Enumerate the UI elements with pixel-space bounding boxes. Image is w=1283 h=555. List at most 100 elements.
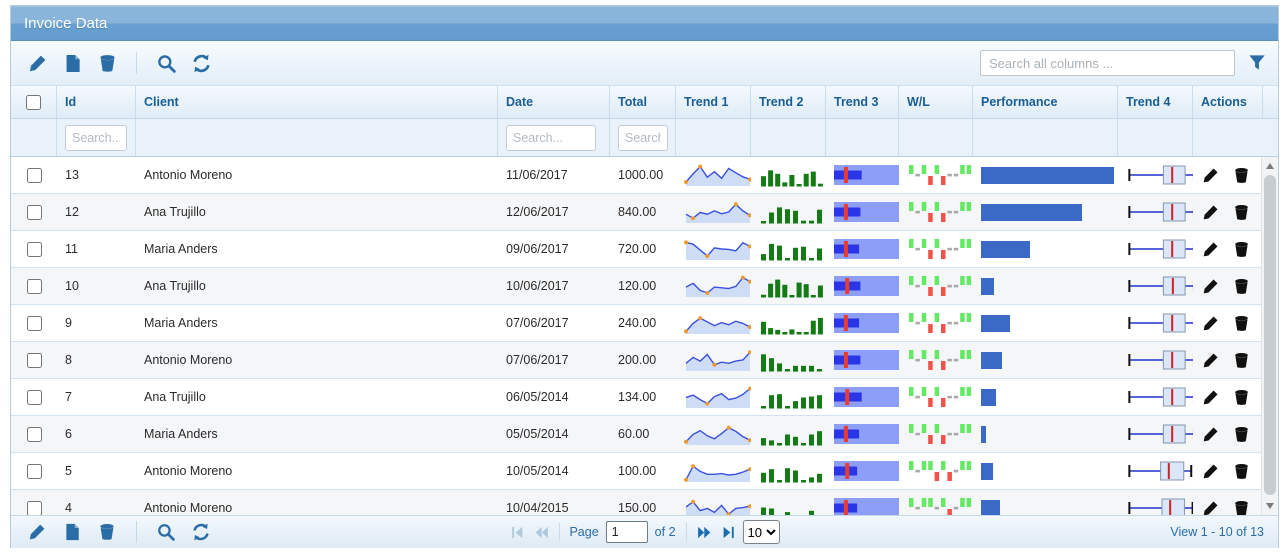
row-checkbox[interactable] xyxy=(26,352,42,368)
scroll-down-button[interactable] xyxy=(1262,498,1278,514)
delete-button[interactable] xyxy=(97,522,117,542)
header-trend2[interactable]: Trend 2 xyxy=(751,86,826,118)
trash-icon xyxy=(1233,426,1250,443)
next-page-button[interactable] xyxy=(697,525,712,540)
refresh-button[interactable] xyxy=(191,53,211,73)
title-bar: Invoice Data xyxy=(11,6,1278,41)
header-trend3[interactable]: Trend 3 xyxy=(826,86,899,118)
row-edit-button[interactable] xyxy=(1201,203,1219,221)
row-checkbox[interactable] xyxy=(26,167,42,183)
pager-nav-right xyxy=(697,525,736,540)
row-edit-button[interactable] xyxy=(1201,314,1219,332)
header-trend1[interactable]: Trend 1 xyxy=(676,86,751,118)
trend1-line-sparkline xyxy=(676,231,751,267)
trend4-boxplot xyxy=(1118,268,1193,304)
header-total[interactable]: Total xyxy=(610,86,676,118)
edit-button[interactable] xyxy=(27,522,47,542)
row-delete-button[interactable] xyxy=(1232,351,1250,369)
select-all-checkbox[interactable] xyxy=(26,94,41,110)
refresh-button[interactable] xyxy=(191,522,211,542)
row-checkbox[interactable] xyxy=(26,426,42,442)
last-page-button[interactable] xyxy=(721,525,736,540)
header-date[interactable]: Date xyxy=(498,86,610,118)
funnel-icon[interactable] xyxy=(1248,54,1266,72)
add-button[interactable] xyxy=(62,522,82,542)
trend1-line-sparkline xyxy=(676,342,751,378)
row-delete-button[interactable] xyxy=(1232,166,1250,184)
row-edit-button[interactable] xyxy=(1201,462,1219,480)
table-row[interactable]: 13 Antonio Moreno 11/06/2017 1000.00 xyxy=(11,157,1262,194)
total-cell: 100.00 xyxy=(618,464,657,478)
client-cell: Antonio Moreno xyxy=(144,464,233,478)
edit-button[interactable] xyxy=(27,53,47,73)
performance-bar xyxy=(981,425,987,443)
row-delete-button[interactable] xyxy=(1232,425,1250,443)
row-checkbox[interactable] xyxy=(26,500,42,515)
total-search-input[interactable] xyxy=(618,124,668,151)
table-row[interactable]: 7 Ana Trujillo 06/05/2014 134.00 xyxy=(11,379,1262,416)
find-button[interactable] xyxy=(156,53,176,73)
row-delete-button[interactable] xyxy=(1232,462,1250,480)
date-cell: 05/05/2014 xyxy=(506,427,569,441)
add-button[interactable] xyxy=(62,53,82,73)
trend2-bar-sparkline xyxy=(751,453,826,489)
page-size-select[interactable]: 10 xyxy=(742,520,780,544)
date-cell: 12/06/2017 xyxy=(506,205,569,219)
table-row[interactable]: 12 Ana Trujillo 12/06/2017 840.00 xyxy=(11,194,1262,231)
header-trend4[interactable]: Trend 4 xyxy=(1118,86,1193,118)
row-delete-button[interactable] xyxy=(1232,203,1250,221)
row-edit-button[interactable] xyxy=(1201,425,1219,443)
row-delete-button[interactable] xyxy=(1232,277,1250,295)
row-checkbox[interactable] xyxy=(26,389,42,405)
pencil-icon xyxy=(1202,315,1219,332)
row-delete-button[interactable] xyxy=(1232,240,1250,258)
header-wl[interactable]: W/L xyxy=(899,86,973,118)
table-row[interactable]: 6 Maria Anders 05/05/2014 60.00 xyxy=(11,416,1262,453)
row-edit-button[interactable] xyxy=(1201,240,1219,258)
row-edit-button[interactable] xyxy=(1201,388,1219,406)
refresh-icon xyxy=(192,54,211,73)
performance-bar-cell xyxy=(973,342,1118,378)
delete-button[interactable] xyxy=(97,53,117,73)
row-checkbox[interactable] xyxy=(26,241,42,257)
row-checkbox[interactable] xyxy=(26,278,42,294)
header-select-all xyxy=(11,86,57,118)
row-delete-button[interactable] xyxy=(1232,314,1250,332)
find-button[interactable] xyxy=(156,522,176,542)
trend4-boxplot xyxy=(1118,453,1193,489)
page-number-input[interactable] xyxy=(605,521,648,543)
trash-icon xyxy=(98,54,117,73)
header-id[interactable]: Id xyxy=(57,86,136,118)
id-cell: 8 xyxy=(65,353,72,367)
scroll-up-button[interactable] xyxy=(1262,158,1278,174)
row-edit-button[interactable] xyxy=(1201,166,1219,184)
row-checkbox[interactable] xyxy=(26,315,42,331)
table-row[interactable]: 9 Maria Anders 07/06/2017 240.00 xyxy=(11,305,1262,342)
prev-page-button xyxy=(533,525,548,540)
vertical-scrollbar[interactable] xyxy=(1261,157,1278,515)
row-checkbox[interactable] xyxy=(26,204,42,220)
table-row[interactable]: 4 Antonio Moreno 10/04/2015 150.00 xyxy=(11,490,1262,515)
table-row[interactable]: 11 Maria Anders 09/06/2017 720.00 xyxy=(11,231,1262,268)
header-client[interactable]: Client xyxy=(136,86,498,118)
performance-bar-cell xyxy=(973,416,1118,452)
scrollbar-thumb[interactable] xyxy=(1264,175,1277,495)
table-row[interactable]: 8 Antonio Moreno 07/06/2017 200.00 xyxy=(11,342,1262,379)
row-edit-button[interactable] xyxy=(1201,351,1219,369)
header-performance[interactable]: Performance xyxy=(973,86,1118,118)
table-row[interactable]: 5 Antonio Moreno 10/05/2014 100.00 xyxy=(11,453,1262,490)
row-delete-button[interactable] xyxy=(1232,499,1250,515)
id-search-input[interactable] xyxy=(65,124,127,151)
header-row: Id Client Date Total Trend 1 Trend 2 Tre… xyxy=(11,86,1278,119)
performance-bar xyxy=(981,166,1114,184)
row-edit-button[interactable] xyxy=(1201,277,1219,295)
date-search-input[interactable] xyxy=(506,124,596,151)
trash-icon xyxy=(1233,352,1250,369)
total-cell: 120.00 xyxy=(618,279,657,293)
search-all-input[interactable] xyxy=(980,50,1235,76)
table-row[interactable]: 10 Ana Trujillo 10/06/2017 120.00 xyxy=(11,268,1262,305)
row-checkbox[interactable] xyxy=(26,463,42,479)
row-select-cell xyxy=(11,194,57,230)
row-edit-button[interactable] xyxy=(1201,499,1219,515)
row-delete-button[interactable] xyxy=(1232,388,1250,406)
